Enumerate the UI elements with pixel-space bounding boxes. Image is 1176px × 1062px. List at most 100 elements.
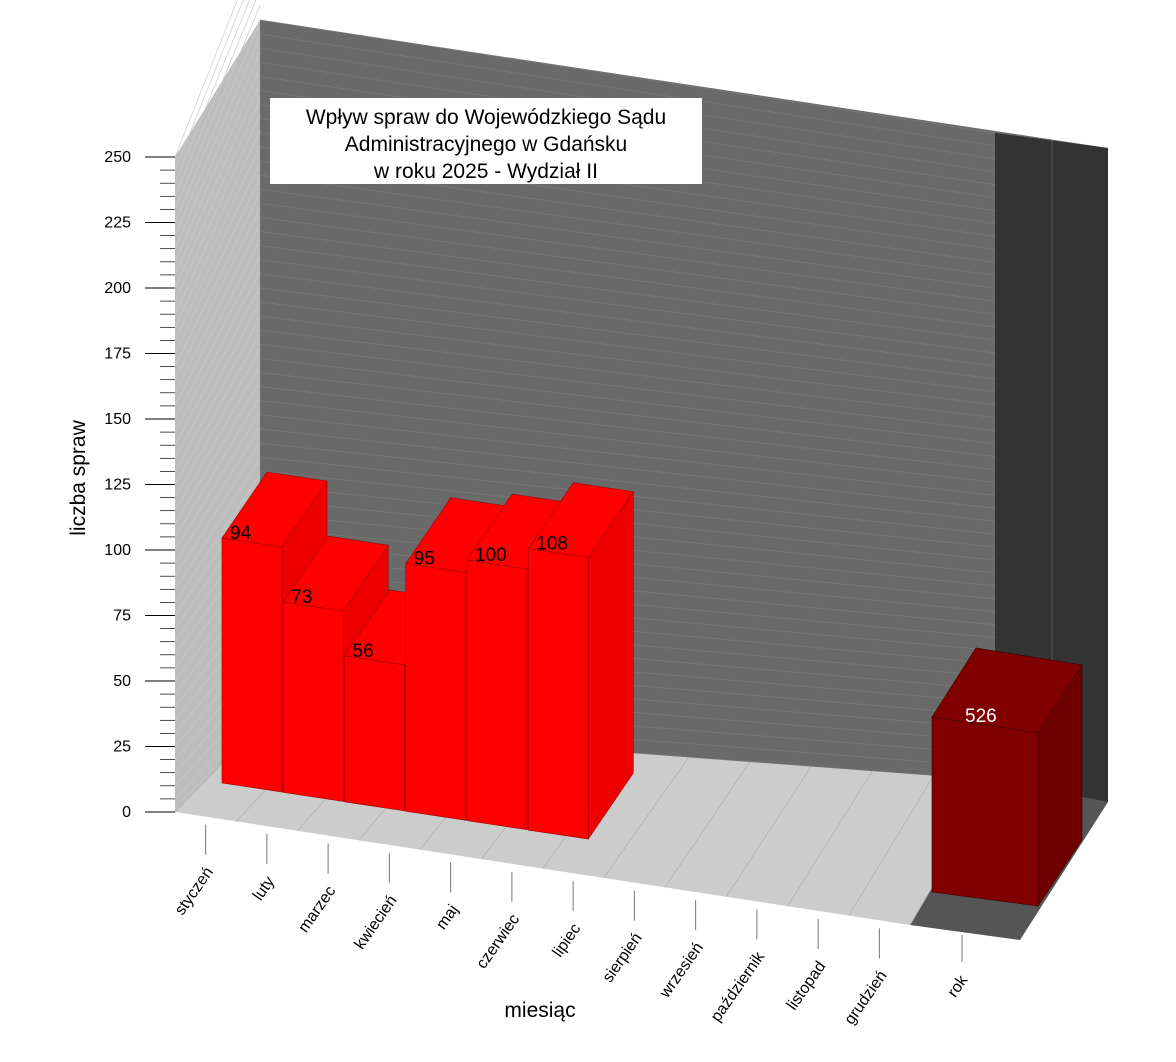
x-tick-label: listopad (784, 958, 830, 1013)
floor-separator (848, 775, 935, 916)
gridline-side (174, 349, 261, 498)
x-tick-label: kwiecień (352, 893, 401, 953)
gridline-side (174, 427, 261, 564)
gridline-side (174, 302, 261, 459)
gridline-back (259, 259, 996, 354)
chart-title-line-3: w roku 2025 - Wydział II (373, 160, 598, 183)
x-tick-label-total: rok (945, 972, 972, 1001)
gridline-back (259, 386, 996, 470)
x-tick-label: maj (433, 902, 462, 933)
y-tick-label: 75 (113, 608, 131, 625)
gridline-side (174, 412, 261, 551)
x-axis-label: miesiąc (504, 999, 575, 1022)
gridline-back (259, 343, 996, 431)
gridline-back (259, 428, 996, 509)
gridline-back (259, 188, 996, 289)
gridline-back (259, 174, 996, 276)
gridline-side (174, 130, 261, 315)
chart-title-box (270, 98, 702, 184)
bar-data-label: 56 (353, 641, 374, 662)
gridline-side (174, 5, 261, 210)
y-tick-label: 125 (104, 477, 131, 494)
bar-front (527, 548, 589, 840)
x-tick-label: październik (708, 948, 769, 1025)
y-tick-label: 50 (113, 673, 131, 690)
gridline-back (259, 245, 996, 341)
gridline-side (174, 0, 257, 197)
x-tick-label: luty (250, 874, 278, 904)
gridline-side (174, 318, 261, 472)
bar-front (282, 601, 344, 802)
bar-data-label: 100 (475, 545, 507, 566)
gridline-side (174, 240, 261, 407)
gridline-side (174, 208, 261, 380)
gridline-back (259, 231, 996, 328)
gridline-side (174, 161, 261, 341)
gridline-side (174, 99, 261, 289)
gridline-back (259, 414, 996, 496)
x-tick-label: sierpień (600, 930, 646, 986)
chart-title-line-1: Wpływ spraw do Wojewódzkiego Sądu (306, 106, 666, 129)
gridline-side (174, 177, 261, 354)
bar-data-label: 94 (230, 523, 252, 544)
gridline-side (174, 0, 244, 171)
bar-front (221, 537, 283, 793)
gridline-side (174, 380, 261, 524)
total-bar-front (931, 716, 1039, 907)
gridline-back (259, 329, 996, 419)
gridline-side (174, 146, 261, 328)
gridline-side (174, 193, 261, 367)
gridline-back (259, 358, 996, 444)
bar-data-label: 73 (291, 587, 312, 608)
gridline-back (259, 400, 996, 483)
gridline-side (174, 114, 261, 302)
floor-separator (603, 756, 690, 879)
gridline-side (174, 333, 261, 485)
x-tick-label: marzec (295, 883, 339, 936)
y-axis-label: liczba spraw (67, 419, 90, 535)
bar-front (405, 563, 467, 821)
gridline-side (174, 21, 261, 223)
bar-front (466, 559, 528, 831)
y-tick-label: 100 (104, 542, 131, 559)
bar-front (344, 655, 405, 812)
y-tick-label: 250 (104, 149, 131, 166)
gridline-side (174, 67, 261, 262)
bar-data-label: 95 (414, 549, 435, 570)
gridline-back (259, 287, 996, 380)
gridline-side (174, 0, 250, 184)
gridline-back (259, 315, 996, 406)
gridline-back (259, 372, 996, 457)
gridline-side (174, 83, 261, 276)
gridline-side (174, 458, 261, 590)
gridline-side (174, 255, 261, 420)
gridline-back (259, 273, 996, 367)
gridline-side (174, 443, 261, 577)
gridline-side (174, 271, 261, 433)
y-tick-label: 0 (122, 804, 131, 821)
x-tick-label: styczeń (172, 864, 217, 918)
gridline-side (174, 0, 238, 158)
gridline-back (259, 19, 996, 134)
y-tick-label: 175 (104, 346, 131, 363)
gridline-back (259, 202, 996, 302)
gridline-side (174, 286, 261, 446)
total-bar-data-label: 526 (965, 706, 997, 727)
gridline-back (259, 217, 996, 315)
y-tick-label: 25 (113, 739, 131, 756)
gridline-side (174, 36, 261, 236)
gridline-side (174, 365, 261, 511)
y-tick-label: 200 (104, 280, 131, 297)
x-tick-label: grudzień (842, 968, 891, 1028)
y-tick-label: 150 (104, 411, 131, 428)
x-tick-label: czerwiec (474, 911, 524, 972)
gridline-side (174, 52, 261, 249)
bar-series: 94 73 56 95 100 108 526 (221, 471, 1083, 907)
chart-title: Wpływ spraw do Wojewódzkiego Sądu Admini… (270, 98, 702, 184)
floor-separator (725, 766, 812, 897)
gridline-side (174, 224, 261, 393)
chart-title-line-2: Administracyjnego w Gdańsku (345, 133, 627, 156)
x-tick-label: wrzesień (656, 940, 707, 1002)
